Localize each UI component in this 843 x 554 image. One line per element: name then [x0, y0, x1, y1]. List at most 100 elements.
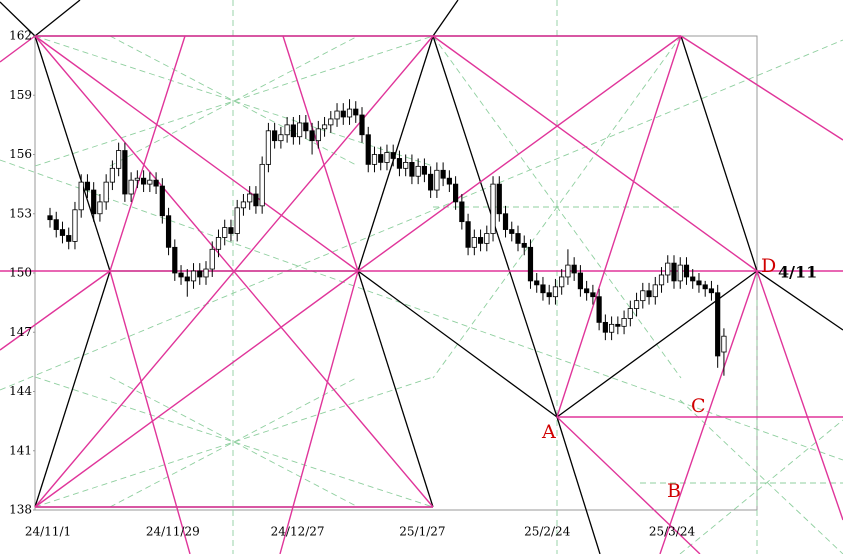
candle-body: [465, 221, 471, 248]
candle-body: [321, 124, 328, 130]
candle-body: [646, 290, 652, 298]
candle-body: [284, 124, 290, 136]
candle-body: [559, 276, 565, 288]
candle-body: [353, 108, 359, 116]
candle-body: [78, 181, 84, 211]
candle-body: [446, 177, 452, 185]
candle-body: [665, 262, 671, 276]
candle-body: [259, 163, 265, 207]
candle-body: [165, 215, 172, 248]
candle-body: [403, 161, 409, 169]
candle-body: [540, 284, 546, 294]
candle-body: [384, 152, 390, 163]
candle-body: [565, 264, 571, 278]
candle-body: [190, 270, 197, 282]
candle-body: [615, 323, 621, 327]
candle-body: [134, 177, 140, 181]
candle-body: [278, 134, 284, 142]
candle-body: [215, 237, 222, 250]
candle-body: [434, 169, 440, 191]
candle-body: [415, 165, 421, 177]
candle-body: [109, 167, 115, 183]
candle-body: [715, 292, 721, 357]
candle-body: [640, 290, 646, 302]
x-tick-label: 24/11/29: [146, 525, 200, 539]
date-label: 4/11: [778, 263, 817, 282]
candle-body: [390, 152, 396, 159]
candle-body: [290, 124, 296, 138]
candle-body: [477, 237, 484, 244]
candle-body: [240, 201, 247, 209]
candle-body: [328, 118, 334, 126]
candle-body: [621, 318, 627, 327]
x-tick-label: 25/3/24: [649, 525, 696, 539]
candle-body: [153, 179, 159, 187]
candle-body: [652, 284, 658, 298]
candle-body: [309, 130, 315, 142]
candle-body: [502, 213, 509, 230]
candle-body: [671, 262, 677, 282]
point-label: B: [667, 480, 681, 502]
candle-body: [209, 248, 215, 270]
candle-body: [365, 134, 371, 165]
candle-body: [346, 108, 353, 118]
candle-body: [440, 169, 446, 179]
candle-body: [609, 323, 615, 333]
candle-body: [696, 280, 702, 286]
candle-body: [658, 274, 665, 286]
candle-body: [128, 179, 134, 195]
candle-body: [53, 219, 59, 230]
candle-body: [159, 185, 165, 217]
candle-body: [59, 229, 66, 236]
annotations: A B C D 4/11: [541, 255, 817, 502]
candle-body: [359, 114, 365, 136]
candle-body: [247, 193, 253, 203]
y-tick-label: 156: [9, 147, 32, 161]
candle-body: [484, 233, 490, 244]
candle-body: [602, 321, 608, 333]
candle-body: [677, 264, 683, 282]
candle-body: [147, 179, 153, 185]
candle-body: [184, 276, 190, 282]
y-tick-label: 138: [9, 503, 32, 517]
candle-body: [577, 272, 584, 290]
point-label: D: [761, 255, 776, 277]
candle-body: [633, 300, 640, 309]
candle-body: [546, 292, 552, 298]
x-tick-label: 25/2/24: [524, 525, 571, 539]
candle-body: [409, 161, 415, 177]
x-tick-label: 24/11/1: [25, 525, 71, 539]
candle-body: [371, 154, 378, 165]
candle-body: [721, 335, 727, 353]
candle-body: [452, 183, 459, 203]
candle-body: [534, 280, 540, 286]
candle-body: [490, 183, 496, 234]
candle-body: [334, 110, 340, 120]
candle-body: [91, 189, 97, 215]
candle-body: [708, 288, 715, 294]
candle-body: [552, 286, 559, 298]
candle-body: [97, 201, 103, 215]
y-tick-label: 150: [9, 266, 32, 280]
candle-body: [296, 122, 303, 138]
candle-body: [265, 130, 272, 165]
candle-body: [197, 270, 203, 278]
candle-body: [590, 292, 596, 298]
candle-body: [140, 177, 147, 185]
x-tick-label: 24/12/27: [271, 525, 325, 539]
y-tick-label: 162: [9, 29, 32, 43]
y-tick-label: 153: [9, 206, 32, 220]
candle-body: [303, 122, 309, 132]
y-tick-label: 159: [9, 88, 32, 102]
point-label: C: [691, 395, 706, 417]
candle-body: [84, 181, 91, 191]
candle-body: [584, 288, 590, 294]
candle-body: [596, 296, 602, 323]
candle-body: [178, 272, 184, 278]
candle-body: [47, 215, 53, 221]
candle-body: [471, 237, 477, 248]
candle-body: [421, 165, 428, 175]
candle-body: [340, 110, 346, 118]
